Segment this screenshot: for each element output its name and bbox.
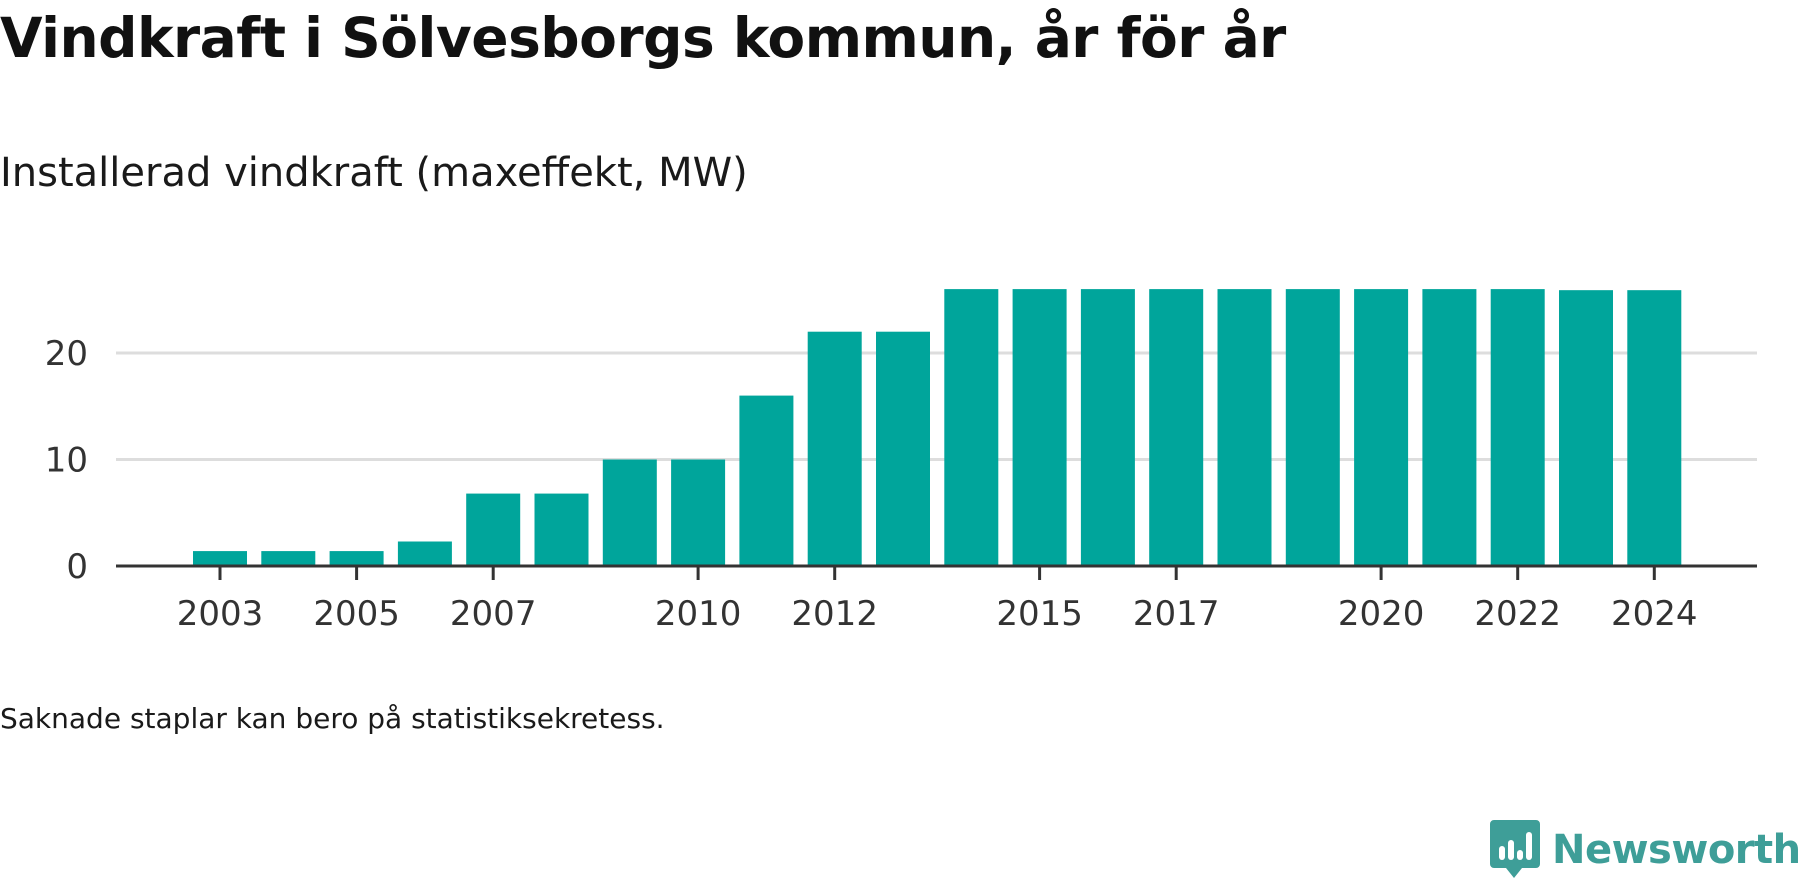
footnote: Saknade staplar kan bero på statistiksek…: [0, 702, 665, 735]
x-tick-label-2015: 2015: [996, 594, 1083, 634]
bar-2020: [1354, 289, 1409, 566]
bar-2003: [193, 551, 247, 566]
bar-2023: [1559, 290, 1613, 566]
y-tick-label-0: 0: [66, 547, 88, 587]
bar-2012: [807, 331, 862, 566]
bar-2004: [261, 551, 316, 566]
x-tick-label-2010: 2010: [655, 594, 742, 634]
x-axis: [116, 564, 1757, 580]
bar-2006: [397, 541, 452, 566]
bar-2019: [1285, 289, 1340, 566]
x-tick-label-2020: 2020: [1338, 594, 1425, 634]
chart-subtitle: Installerad vindkraft (maxeffekt, MW): [0, 150, 748, 196]
brand-logo: Newsworthy: [1490, 820, 1800, 880]
x-tick-label-2022: 2022: [1474, 594, 1561, 634]
bar-chart: 0 10 20 2003 2005 2007 2010 2012 2015 2017 2020 202…: [45, 289, 1757, 634]
bar-2017: [1149, 289, 1204, 566]
bar-2016: [1080, 289, 1135, 566]
x-tick-label-2024: 2024: [1611, 594, 1698, 634]
bar-2009: [602, 459, 657, 566]
bar-2013: [876, 331, 930, 566]
bar-2014: [944, 289, 999, 566]
brand-name: Newsworthy: [1552, 827, 1800, 873]
bar-2022: [1490, 289, 1545, 566]
bar-2021: [1422, 289, 1477, 566]
bar-2008: [534, 493, 589, 566]
x-tick-label-2005: 2005: [313, 594, 400, 634]
y-tick-label-10: 10: [45, 441, 88, 481]
x-tick-label-2017: 2017: [1133, 594, 1220, 634]
bar-2005: [329, 551, 384, 566]
tick-labels: 0 10 20 2003 2005 2007 2010 2012 2015 2017 2020 202…: [45, 334, 1698, 634]
bars: [193, 289, 1682, 566]
bar-2010: [671, 459, 726, 566]
grid-lines: [116, 351, 1757, 461]
bar-2024: [1627, 290, 1682, 566]
bar-2007: [466, 493, 521, 566]
x-tick-label-2003: 2003: [177, 594, 264, 634]
x-tick-label-2012: 2012: [791, 594, 878, 634]
bar-2018: [1217, 289, 1272, 566]
bar-2011: [739, 395, 794, 566]
chart-title: Vindkraft i Sölvesborgs kommun, år för å…: [0, 6, 1286, 70]
x-tick-label-2007: 2007: [450, 594, 537, 634]
bar-2015: [1012, 289, 1067, 566]
y-tick-label-20: 20: [45, 334, 88, 374]
newsworthy-logo-icon: [1490, 820, 1540, 878]
